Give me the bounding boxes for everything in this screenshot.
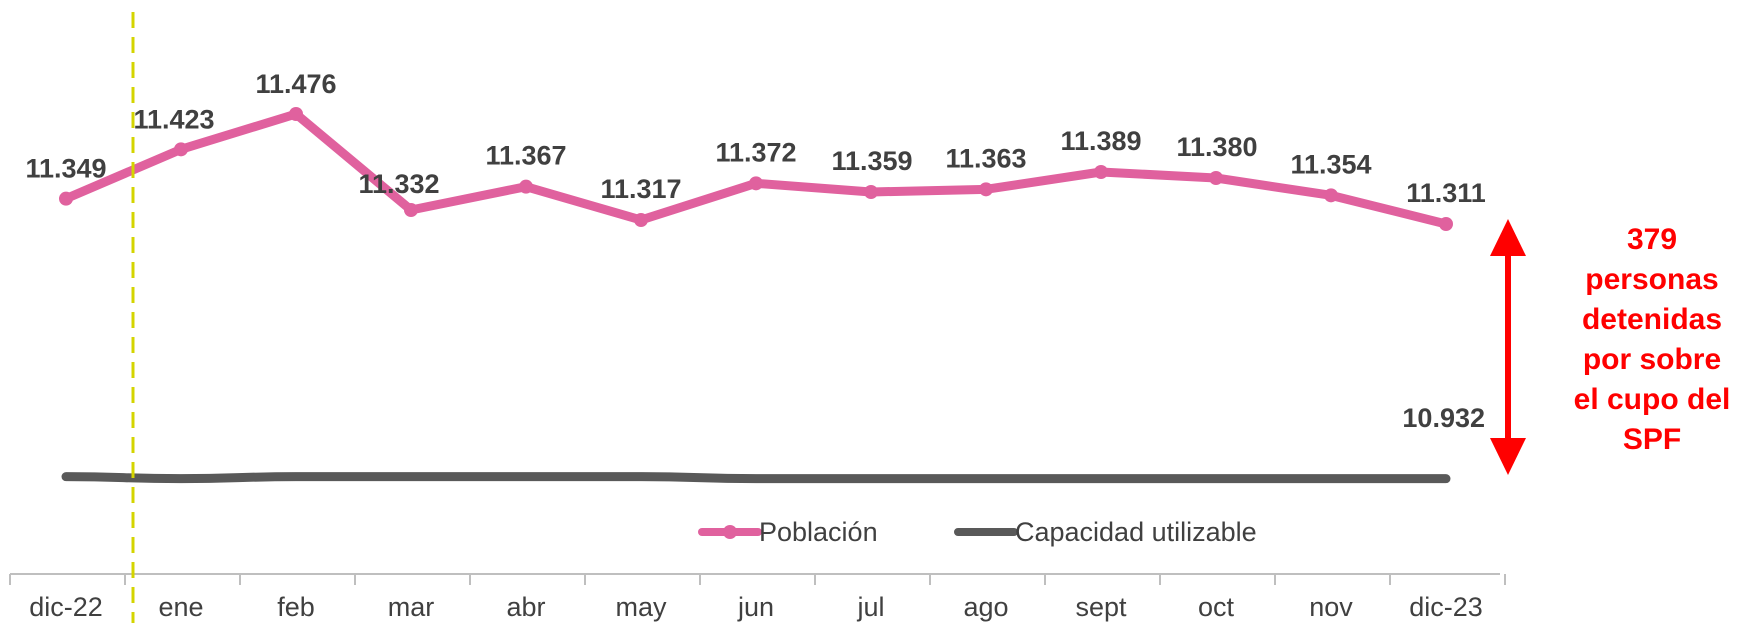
poblacion-point [519,179,533,194]
poblacion-data-label: 11.359 [831,146,912,176]
data-labels: 11.349 11.423 11.476 11.332 11.367 11.317 11.3… [25,69,1485,208]
poblacion-point [864,185,878,199]
legend-label-capacidad: Capacidad utilizable [1015,517,1257,547]
poblacion-data-label: 11.332 [358,169,439,199]
poblacion-point [1439,217,1453,231]
x-tick-label: feb [277,592,315,622]
poblacion-data-label: 11.317 [600,174,681,204]
poblacion-data-label: 11.349 [25,154,106,184]
x-tick-label: ago [963,592,1008,622]
capacidad-series [61,472,1451,484]
poblacion-data-label: 11.367 [485,141,566,171]
poblacion-point [289,107,303,121]
annotation-text: 379 personas detenidas por sobre el cupo del… [1574,223,1731,456]
legend-item-capacidad: Capacidad utilizable [954,517,1257,547]
capacity-end-label: 10.932 [1402,403,1485,433]
poblacion-data-label: 11.389 [1060,126,1141,156]
poblacion-data-label: 11.311 [1406,178,1486,208]
x-tick-label: dic-22 [29,592,103,622]
poblacion-data-label: 11.423 [133,104,214,134]
legend-marker-poblacion [723,525,737,539]
poblacion-point [1094,165,1108,179]
arrow-head-up [1490,219,1526,256]
poblacion-data-label: 11.363 [945,143,1026,173]
poblacion-series [59,107,1453,231]
x-tick-label: oct [1198,592,1235,622]
poblacion-point [979,182,993,197]
annotation-arrow [1490,219,1526,475]
x-tick-label: may [615,592,667,622]
poblacion-line [61,109,1451,229]
poblacion-point [174,142,188,157]
poblacion-data-label: 11.380 [1176,132,1257,162]
x-tick-label: abr [506,592,545,622]
poblacion-point [749,176,763,191]
x-tick-label: jun [737,592,774,622]
x-tick-label: mar [388,592,435,622]
poblacion-point [1324,188,1338,203]
x-tick-label: dic-23 [1409,592,1483,622]
x-tick-label: sept [1075,592,1127,622]
legend-item-poblacion: Población [698,517,878,547]
x-tick-label: nov [1309,592,1353,622]
arrow-head-down [1490,438,1526,475]
poblacion-data-label: 11.354 [1290,149,1371,179]
legend: Población Capacidad utilizable [698,517,1257,547]
annotation-line: SPF [1623,423,1681,456]
x-tick-label: jul [856,592,884,622]
annotation-line: el cupo del [1574,383,1731,416]
poblacion-point [1209,171,1223,185]
legend-label-poblacion: Población [759,517,878,547]
annotation-line: por sobre [1583,343,1721,376]
poblacion-point [59,191,73,206]
capacidad-line [61,472,1451,484]
poblacion-data-label: 11.476 [255,69,336,99]
x-axis: dic-22 ene feb mar abr may jun jul ago sept oct nov… [9,573,1506,622]
x-tick-label: ene [158,592,203,622]
annotation-line: personas [1585,263,1718,296]
poblacion-point [404,203,418,217]
annotation-line: 379 [1627,223,1677,256]
annotation-line: detenidas [1582,303,1722,336]
poblacion-point [634,213,648,227]
poblacion-data-label: 11.372 [715,137,796,167]
